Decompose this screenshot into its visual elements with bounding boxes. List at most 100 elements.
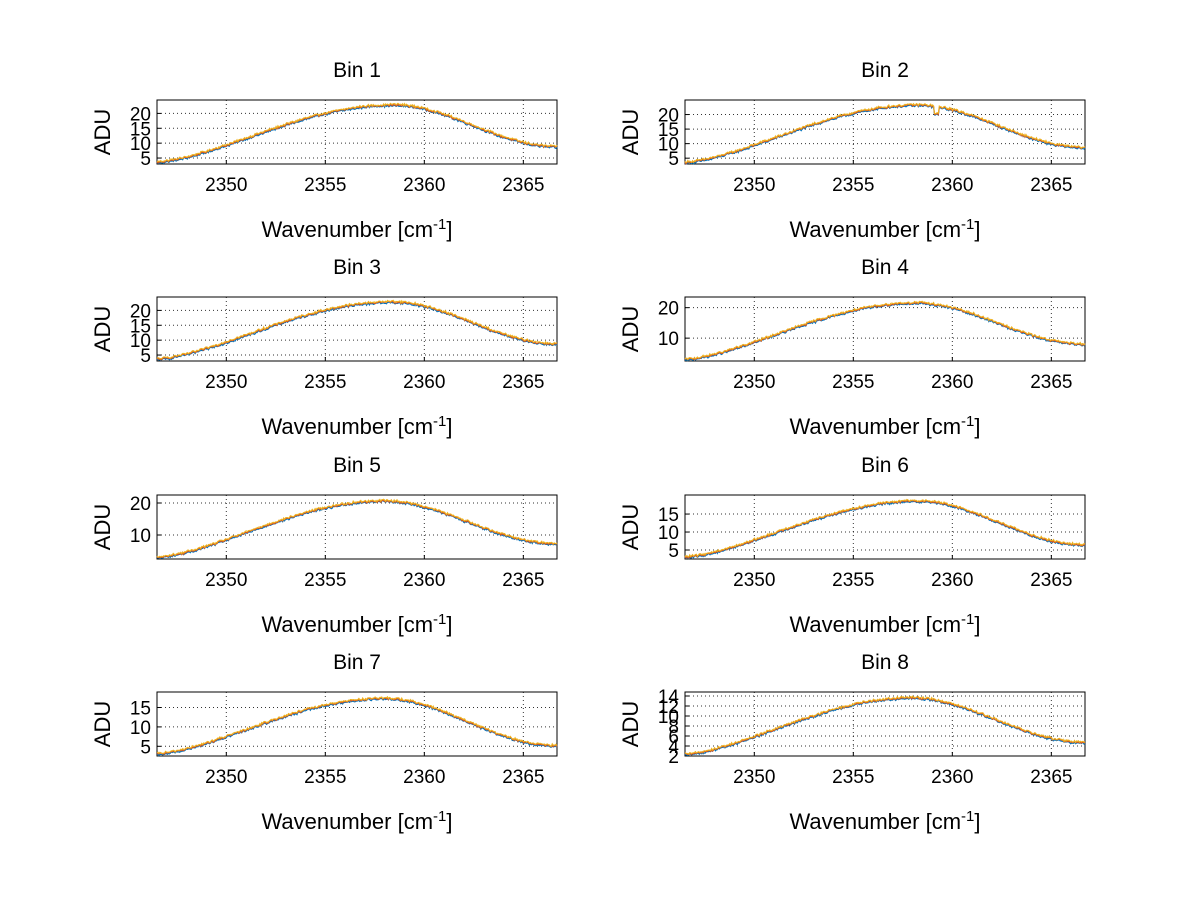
x-axis-label: Wavenumber [cm-1] <box>789 808 980 834</box>
y-axis-label: ADU <box>90 306 115 352</box>
series-line-s3 <box>156 299 558 360</box>
x-axis-label-main: Wavenumber [cm <box>789 217 961 242</box>
y-tick-label: 14 <box>658 687 680 708</box>
x-tick-label: 2360 <box>403 372 445 393</box>
y-tick-label: 4 <box>668 737 679 758</box>
y-axis-label: ADU <box>618 109 643 155</box>
y-axis-label: ADU <box>618 701 643 747</box>
series-line-s3 <box>684 102 1086 164</box>
axes-frame <box>684 494 1086 560</box>
y-axis-label: ADU <box>618 504 643 550</box>
x-tick-label: 2365 <box>502 570 544 591</box>
y-tick-label: 12 <box>658 697 679 718</box>
x-axis-label-main: Wavenumber [cm <box>789 612 961 637</box>
x-axis-label-end: ] <box>446 414 452 439</box>
x-axis-label-main: Wavenumber [cm <box>789 414 961 439</box>
x-axis-label: Wavenumber [cm-1] <box>261 216 452 242</box>
x-axis-label-superscript: -1 <box>961 413 974 430</box>
x-tick-label: 2360 <box>931 372 973 393</box>
y-tick-label: 15 <box>130 699 151 720</box>
series-line-s3 <box>684 695 1086 755</box>
x-axis-label-main: Wavenumber [cm <box>261 809 433 834</box>
x-tick-label: 2355 <box>304 175 346 196</box>
subplot-title: Bin 4 <box>861 256 909 279</box>
x-axis-label-superscript: -1 <box>433 413 446 430</box>
x-axis-label-main: Wavenumber [cm <box>261 414 433 439</box>
y-tick-label: 5 <box>140 346 151 367</box>
y-tick-label: 20 <box>658 106 679 127</box>
x-tick-label: 2365 <box>1030 570 1072 591</box>
x-axis-label-superscript: -1 <box>433 216 446 233</box>
x-tick-label: 2350 <box>205 570 247 591</box>
y-tick-label: 20 <box>130 301 151 322</box>
x-axis-label-superscript: -1 <box>961 611 974 628</box>
x-axis-label: Wavenumber [cm-1] <box>789 611 980 637</box>
x-axis-label-superscript: -1 <box>961 216 974 233</box>
x-tick-label: 2355 <box>304 372 346 393</box>
y-tick-label: 6 <box>668 727 679 748</box>
y-axis-label: ADU <box>90 504 115 550</box>
x-tick-label: 2360 <box>403 175 445 196</box>
x-axis-label-end: ] <box>446 612 452 637</box>
x-tick-label: 2365 <box>502 372 544 393</box>
series-line-s1 <box>156 103 558 165</box>
subplot-title: Bin 2 <box>861 59 909 82</box>
x-tick-label: 2350 <box>733 372 775 393</box>
x-tick-label: 2365 <box>1030 175 1072 196</box>
y-tick-label: 10 <box>658 329 679 350</box>
y-axis-label: ADU <box>90 109 115 155</box>
series-line-s3 <box>684 300 1086 361</box>
x-axis-label: Wavenumber [cm-1] <box>789 216 980 242</box>
y-tick-label: 8 <box>668 717 679 738</box>
subplot-title: Bin 3 <box>333 256 381 279</box>
x-tick-label: 2365 <box>502 175 544 196</box>
x-tick-label: 2350 <box>733 767 775 788</box>
y-tick-label: 15 <box>130 119 151 140</box>
x-tick-label: 2355 <box>304 767 346 788</box>
x-axis-label-superscript: -1 <box>433 611 446 628</box>
x-tick-label: 2355 <box>832 175 874 196</box>
series-line-s3 <box>156 102 558 163</box>
axes-frame <box>156 494 558 560</box>
y-tick-label: 5 <box>140 737 151 758</box>
y-tick-label: 20 <box>130 104 151 125</box>
y-tick-label: 15 <box>658 120 679 141</box>
x-tick-label: 2360 <box>403 570 445 591</box>
x-axis-label-main: Wavenumber [cm <box>261 612 433 637</box>
x-tick-label: 2350 <box>205 767 247 788</box>
axes-frame <box>156 296 558 362</box>
subplot-title: Bin 6 <box>861 454 909 477</box>
x-axis-label: Wavenumber [cm-1] <box>261 413 452 439</box>
subplot-title: Bin 7 <box>333 651 381 674</box>
x-tick-label: 2360 <box>931 767 973 788</box>
x-axis-label: Wavenumber [cm-1] <box>261 808 452 834</box>
y-tick-label: 2 <box>668 747 679 768</box>
series-line-s3 <box>684 498 1086 558</box>
series-line-s3 <box>156 498 558 558</box>
x-tick-label: 2355 <box>832 767 874 788</box>
x-tick-label: 2350 <box>733 570 775 591</box>
x-tick-label: 2350 <box>205 372 247 393</box>
subplot-bin-5: 2350 2355 2360 2365 10 20 Bin 5 Wavenumber [cm-… <box>90 454 558 637</box>
x-tick-label: 2365 <box>1030 372 1072 393</box>
y-tick-label: 5 <box>668 541 679 562</box>
series-line-s3 <box>156 695 558 755</box>
x-tick-label: 2355 <box>832 372 874 393</box>
y-tick-label: 10 <box>130 718 151 739</box>
y-tick-label: 10 <box>658 523 679 544</box>
x-tick-label: 2350 <box>205 175 247 196</box>
x-axis-label-end: ] <box>974 217 980 242</box>
y-tick-label: 15 <box>130 316 151 337</box>
y-tick-label: 10 <box>130 526 151 547</box>
x-axis-label-main: Wavenumber [cm <box>789 809 961 834</box>
x-tick-label: 2355 <box>304 570 346 591</box>
y-tick-label: 5 <box>668 149 679 170</box>
y-tick-label: 10 <box>130 134 151 155</box>
y-tick-label: 10 <box>130 331 151 352</box>
x-axis-label-end: ] <box>974 809 980 834</box>
x-tick-label: 2355 <box>832 570 874 591</box>
